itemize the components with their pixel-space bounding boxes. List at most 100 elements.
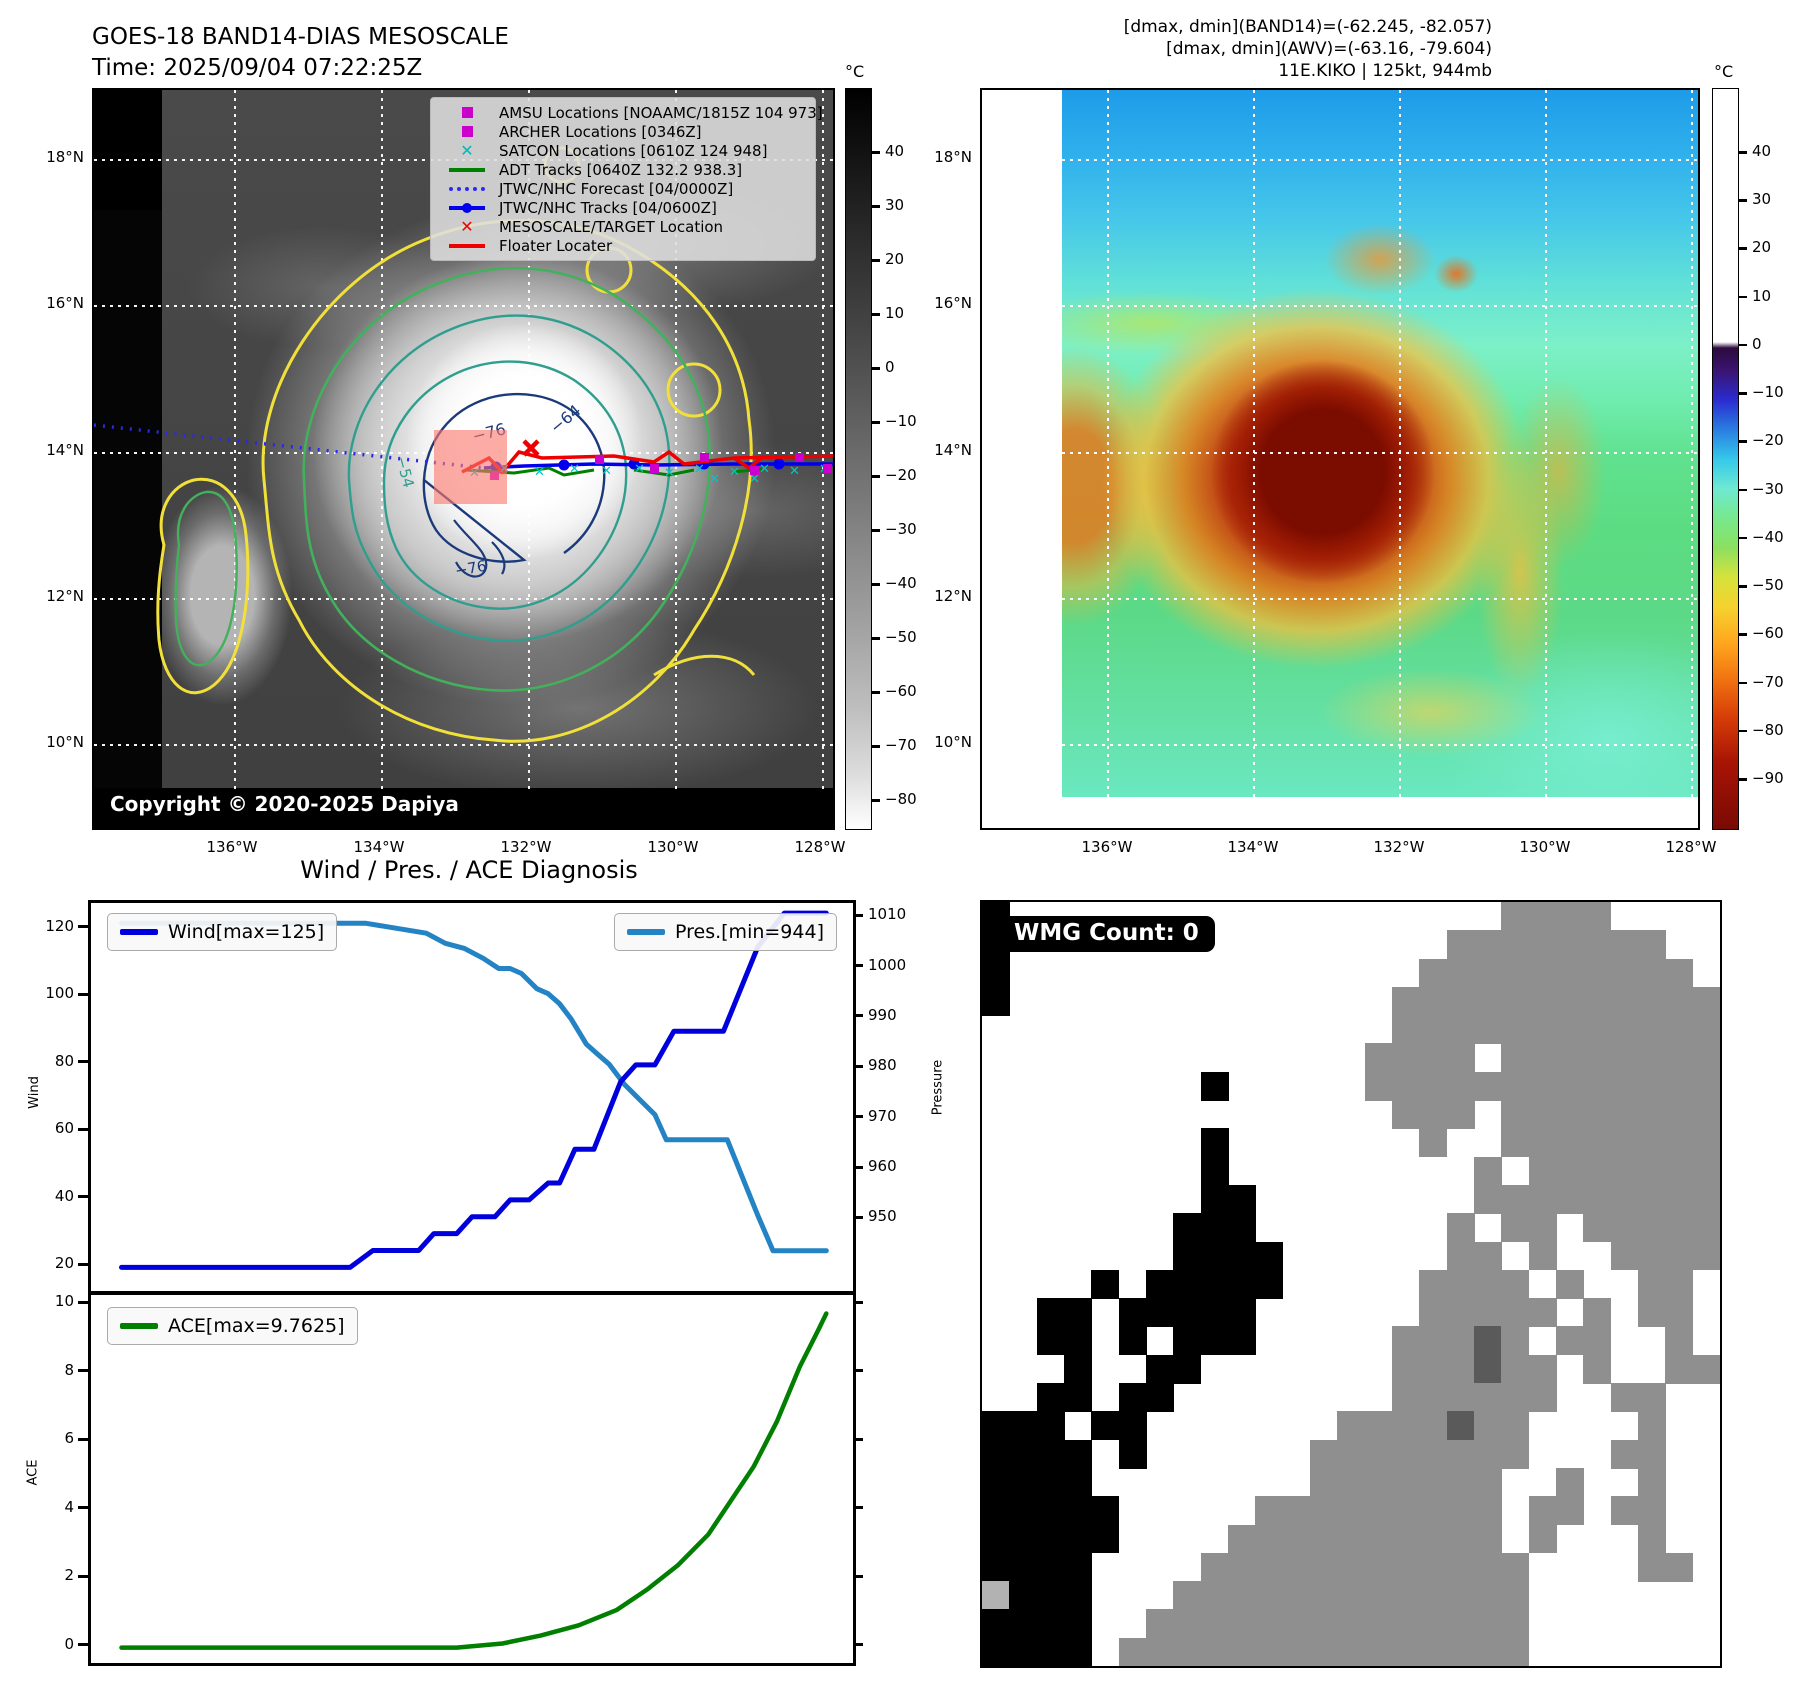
contour-yellow-arc — [653, 654, 756, 677]
ace-tickmark — [78, 1369, 88, 1373]
colorbar-tick-label: −70 — [885, 736, 917, 754]
gridline-130w — [675, 90, 677, 792]
wmg-cell — [1528, 986, 1557, 1016]
lat-label: 10°N — [46, 733, 84, 751]
wind-tick-label: 40 — [54, 1186, 74, 1205]
chart-title: Wind / Pres. / ACE Diagnosis — [300, 856, 638, 884]
wmg-cell — [1419, 1128, 1448, 1158]
wmg-cell — [1392, 1383, 1420, 1412]
ace-legend-label: ACE[max=9.7625] — [168, 1315, 345, 1337]
gridline-18n — [1062, 159, 1698, 161]
satellite-legend: AMSU Locations [NOAAMC/1815Z 104 973] ARC… — [430, 97, 823, 261]
wmg-cell — [1665, 1298, 1694, 1328]
colorbar-tickmark — [1739, 151, 1747, 154]
lat-label: 12°N — [934, 587, 972, 605]
colorbar-tickmark — [872, 637, 880, 640]
wmg-cell — [1501, 1411, 1530, 1441]
wmg-cell — [1610, 1071, 1639, 1101]
wmg-cell — [1501, 1043, 1530, 1073]
wmg-cell — [1692, 1071, 1720, 1101]
ace-tickmark — [78, 1506, 88, 1510]
wmg-cell — [1474, 1269, 1502, 1299]
wmg-cell — [1638, 1071, 1666, 1101]
wmg-cell — [1419, 986, 1448, 1016]
wmg-cell — [1200, 1581, 1229, 1610]
wmg-cell — [1610, 1496, 1639, 1526]
wind-tick-label: 80 — [54, 1051, 74, 1070]
wmg-cell — [1665, 958, 1694, 988]
wmg-cell — [1310, 1524, 1338, 1554]
wmg-cell — [1036, 1552, 1065, 1582]
wmg-cell — [1556, 902, 1584, 931]
wmg-cell — [1310, 1637, 1338, 1666]
wmg-cell — [1474, 986, 1502, 1016]
amsu-square-icon — [795, 453, 804, 462]
wmg-cell — [1446, 1298, 1475, 1328]
pressure-tick-label: 950 — [868, 1207, 897, 1226]
wmg-cell — [1364, 1524, 1393, 1554]
wind-tick-label: 120 — [45, 916, 74, 935]
lat-label: 14°N — [46, 441, 84, 459]
ace-right-tickmark — [853, 1643, 863, 1647]
dotted-line-icon — [449, 186, 485, 191]
colorbar-tickmark — [872, 259, 880, 262]
wmg-cell — [1528, 930, 1557, 960]
wmg-cell — [1610, 1383, 1639, 1412]
wmg-cell — [1638, 1043, 1666, 1073]
wmg-cell — [1665, 1043, 1694, 1073]
satcon-x-icon: ✕ — [709, 472, 720, 487]
wmg-cell — [1446, 1496, 1475, 1526]
colorbar-tick-label: 40 — [1752, 142, 1772, 160]
gridline-136w — [234, 90, 236, 792]
wmg-cell — [1200, 1213, 1229, 1243]
legend-row: JTWC/NHC Tracks [04/0600Z] — [435, 198, 809, 217]
colorbar-tick-label: −50 — [1752, 576, 1784, 595]
lon-label: 136°W — [1081, 838, 1133, 856]
gridline-16n — [94, 305, 833, 307]
lon-label: 130°W — [1519, 838, 1571, 856]
wmg-cell — [1501, 1100, 1530, 1129]
wmg-cell — [982, 1467, 1010, 1497]
wind-tickmark — [78, 1195, 88, 1199]
wmg-cell — [1665, 1100, 1694, 1129]
wmg-cell — [1446, 1439, 1475, 1469]
wmg-cell — [982, 1637, 1010, 1666]
wmg-cell — [1064, 1581, 1092, 1610]
wmg-cell — [1528, 1128, 1557, 1158]
wmg-cell — [1665, 1184, 1694, 1214]
wmg-cell — [1392, 1496, 1420, 1526]
wmg-cell — [1091, 1524, 1120, 1554]
wmg-cell — [1446, 1637, 1475, 1666]
lat-label: 16°N — [934, 294, 972, 312]
wind-line — [119, 910, 829, 1270]
wmg-cell — [1665, 1071, 1694, 1101]
wmg-cell — [1556, 1269, 1584, 1299]
wmg-cell — [1036, 1326, 1065, 1356]
wmg-cell — [1173, 1298, 1202, 1328]
colorbar-tick-label: −20 — [885, 466, 917, 484]
ace-right-tickmark — [853, 1506, 863, 1510]
wmg-cell — [1692, 1100, 1720, 1129]
colorbar-tick-label: 0 — [1752, 334, 1762, 353]
amsu-square-icon — [650, 464, 659, 473]
wmg-cell — [1364, 1071, 1393, 1101]
wmg-cell — [1392, 1524, 1420, 1554]
x-icon: ✕ — [435, 142, 499, 158]
wmg-cell — [1036, 1524, 1065, 1554]
ace-chart: ACE[max=9.7625] — [88, 1292, 856, 1666]
amsu-square-icon — [823, 464, 832, 473]
wmg-cell — [1282, 1609, 1311, 1639]
ace-tickmark — [78, 1300, 88, 1304]
ace-tick-label: 6 — [64, 1429, 74, 1448]
colorbar-tick-label: −40 — [885, 574, 917, 592]
gridline-134w — [1253, 90, 1255, 797]
wmg-cell — [1638, 1156, 1666, 1186]
colorbar-tick-label: 10 — [1752, 286, 1772, 305]
colorbar-tickmark — [1739, 488, 1747, 492]
wmg-cell — [1392, 1354, 1420, 1384]
wmg-cell — [1474, 958, 1502, 988]
wmg-cell — [1228, 1524, 1256, 1554]
wmg-cell — [1692, 986, 1720, 1016]
wmg-cell — [1446, 1467, 1475, 1497]
lon-label: 132°W — [500, 838, 552, 856]
